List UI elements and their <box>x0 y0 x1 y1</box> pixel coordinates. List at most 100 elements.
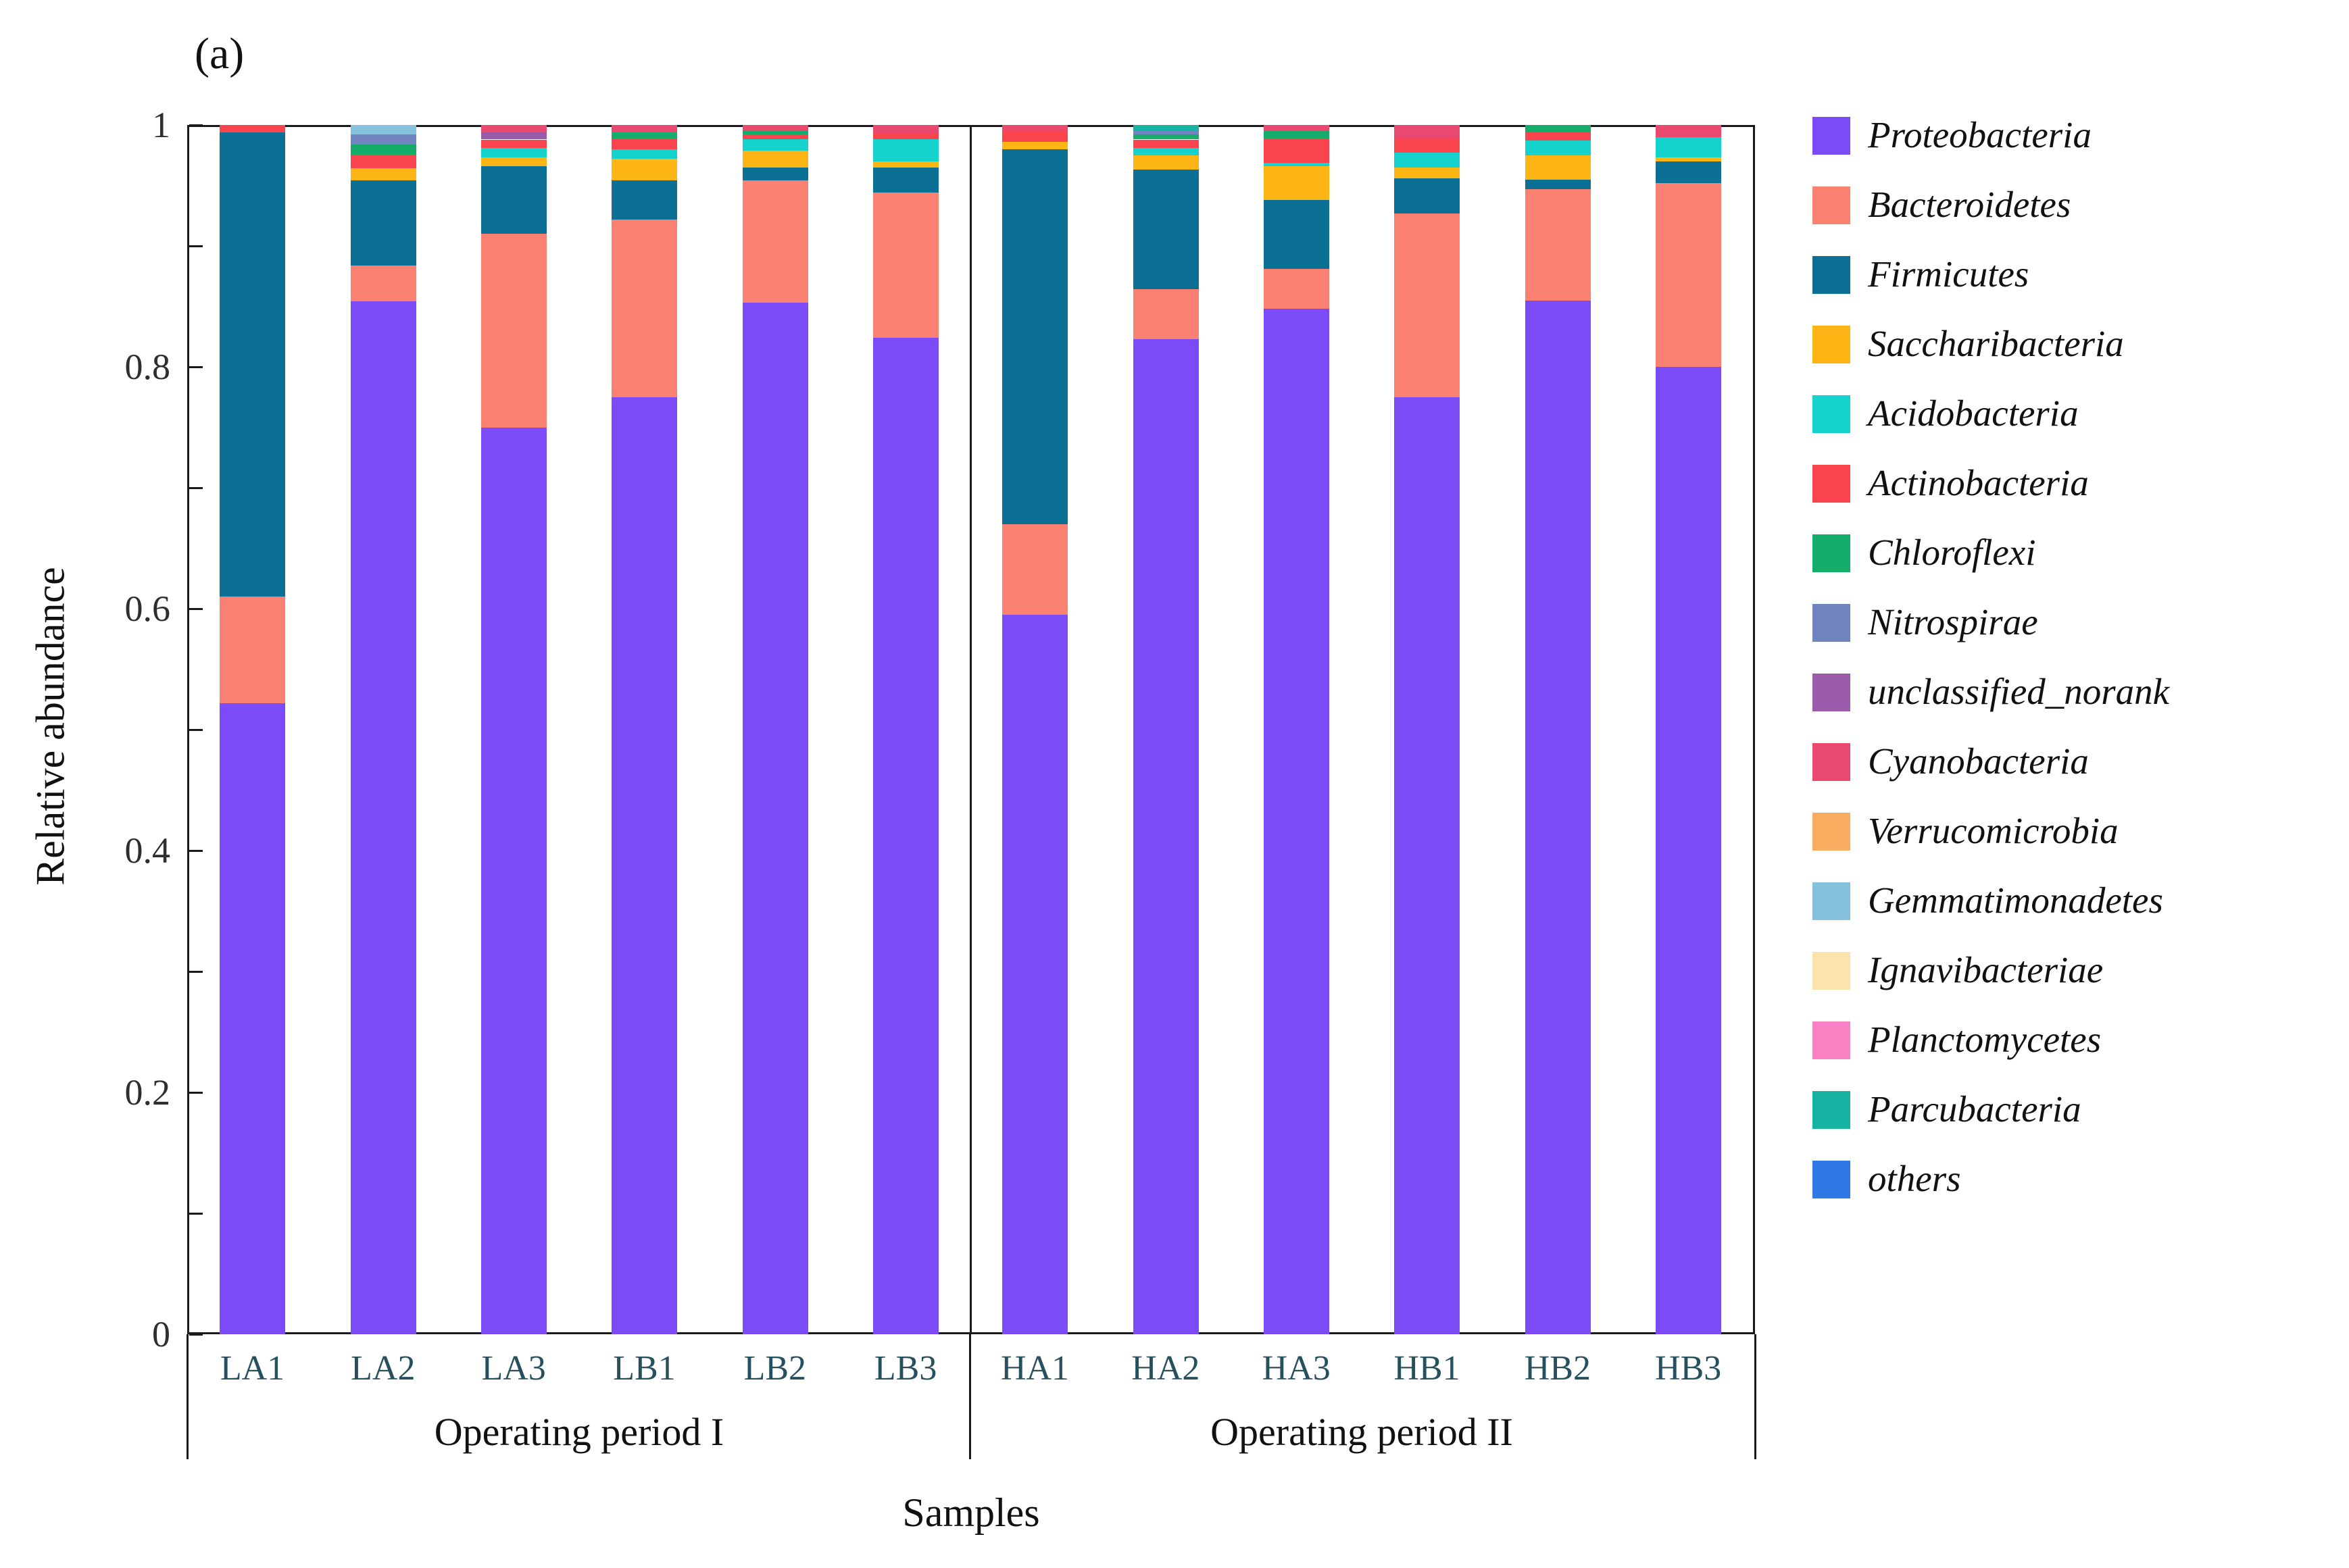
bar-segment-Chloroflexi <box>1525 125 1591 132</box>
y-tick-label: 0.4 <box>124 830 171 871</box>
bar-segment-Bacteroidetes <box>480 234 547 428</box>
legend-label: Ignavibacteriae <box>1868 949 2104 990</box>
bar-HA3 <box>1263 125 1329 1334</box>
bar-segment-Actinobacteria <box>1002 130 1068 143</box>
bar-segment-Cyanobacteria <box>1263 125 1329 131</box>
bar-segment-Cyanobacteria <box>742 125 808 131</box>
bar-segment-Firmicutes <box>1525 179 1591 189</box>
bar-LB3 <box>872 125 939 1334</box>
bar-segment-Proteobacteria <box>1133 338 1199 1334</box>
bar-segment-Chloroflexi <box>1263 130 1329 138</box>
y-minor-tick <box>189 728 203 731</box>
bar-segment-unclassified_norank <box>480 132 547 140</box>
x-tick-label-LA2: LA2 <box>351 1349 416 1388</box>
group-separator-line <box>970 125 972 1334</box>
bar-segment-Saccharibacteria <box>1263 166 1329 200</box>
bar-segment-Bacteroidetes <box>612 219 678 397</box>
bar-segment-Cyanobacteria <box>612 125 678 132</box>
bar-segment-Firmicutes <box>1263 200 1329 270</box>
legend-label: Gemmatimonadetes <box>1868 880 2163 921</box>
bar-segment-Actinobacteria <box>1394 138 1460 153</box>
bar-segment-Bacteroidetes <box>1525 188 1591 301</box>
bar-segment-Bacteroidetes <box>1263 269 1329 309</box>
bar-segment-Actinobacteria <box>1525 132 1591 141</box>
bar-segment-Nitrospirae <box>350 134 416 145</box>
legend-label: Planctomycetes <box>1868 1019 2102 1060</box>
x-tick-label-LA1: LA1 <box>220 1349 285 1388</box>
bar-segment-Saccharibacteria <box>1655 157 1721 161</box>
bar-segment-Bacteroidetes <box>742 180 808 303</box>
bar-segment-Acidobacteria <box>1263 162 1329 166</box>
legend-label: Saccharibacteria <box>1868 323 2124 364</box>
legend-swatch <box>1812 117 1850 155</box>
x-tick-label-LB3: LB3 <box>874 1349 937 1388</box>
x-tick-label-HA2: HA2 <box>1131 1349 1200 1388</box>
y-axis-title: Relative abundance <box>28 567 73 886</box>
bar-LA3 <box>480 125 547 1334</box>
legend-label: Actinobacteria <box>1868 462 2089 503</box>
legend-swatch <box>1812 674 1850 711</box>
legend-swatch <box>1812 534 1850 572</box>
bar-HB2 <box>1525 125 1591 1334</box>
legend-label: Acidobacteria <box>1868 393 2079 434</box>
bar-segment-Gemmatimonadetes <box>350 125 416 135</box>
bar-segment-Actinobacteria <box>872 133 939 140</box>
bar-segment-Firmicutes <box>1655 161 1721 183</box>
bar-segment-Actinobacteria <box>1263 138 1329 163</box>
legend-label: Proteobacteria <box>1868 114 2092 155</box>
group-label-2: Operating period II <box>1210 1410 1513 1454</box>
y-minor-tick <box>189 245 203 247</box>
bar-segment-Proteobacteria <box>1525 300 1591 1334</box>
bar-segment-Acidobacteria <box>1133 148 1199 155</box>
y-tick-label: 0.6 <box>124 588 171 629</box>
legend-swatch <box>1812 326 1850 363</box>
legend-swatch <box>1812 1091 1850 1129</box>
bar-segment-Saccharibacteria <box>742 150 808 168</box>
group-bracket-line <box>968 1334 971 1459</box>
bar-segment-Cyanobacteria <box>1002 125 1068 131</box>
bar-segment-Actinobacteria <box>612 138 678 149</box>
group-bracket-line <box>1754 1334 1756 1459</box>
y-minor-tick <box>189 486 203 489</box>
y-tick-label: 1 <box>152 105 170 145</box>
legend-swatch <box>1812 256 1850 294</box>
bar-HA1 <box>1002 125 1068 1334</box>
bar-segment-Acidobacteria <box>1525 141 1591 155</box>
legend-label: Nitrospirae <box>1868 601 2038 642</box>
legend-label: others <box>1868 1158 1961 1199</box>
bar-LA2 <box>350 125 416 1334</box>
legend-label: Chloroflexi <box>1868 532 2036 573</box>
bar-segment-Proteobacteria <box>742 303 808 1334</box>
bar-segment-Acidobacteria <box>742 139 808 151</box>
bar-segment-Acidobacteria <box>1394 153 1460 168</box>
legend-swatch <box>1812 604 1850 642</box>
bar-segment-Saccharibacteria <box>612 159 678 181</box>
bar-segment-Proteobacteria <box>1002 614 1068 1334</box>
x-tick-label-LB1: LB1 <box>613 1349 676 1388</box>
bar-segment-Bacteroidetes <box>1394 213 1460 397</box>
bar-segment-Chloroflexi <box>350 144 416 155</box>
x-tick-label-HB2: HB2 <box>1524 1349 1591 1388</box>
group-label-1: Operating period I <box>434 1410 724 1454</box>
bar-segment-Bacteroidetes <box>872 193 939 338</box>
bar-segment-Firmicutes <box>480 166 547 234</box>
legend-swatch <box>1812 1021 1850 1059</box>
panel-label: (a) <box>195 29 245 78</box>
legend-label: Cyanobacteria <box>1868 740 2089 782</box>
y-tick <box>189 1091 203 1094</box>
legend-label: Parcubacteria <box>1868 1088 2081 1130</box>
bar-segment-Saccharibacteria <box>350 168 416 181</box>
bar-segment-Firmicutes <box>1002 149 1068 524</box>
x-tick-label-HA3: HA3 <box>1262 1349 1331 1388</box>
bar-segment-Saccharibacteria <box>1525 155 1591 180</box>
bar-segment-Firmicutes <box>742 167 808 181</box>
x-tick-label-LA3: LA3 <box>481 1349 546 1388</box>
x-axis-title: Samples <box>902 1490 1040 1535</box>
bar-segment-Bacteroidetes <box>350 265 416 302</box>
legend-label: Bacteroidetes <box>1868 184 2071 225</box>
legend-label: unclassified_norank <box>1868 671 2170 712</box>
y-tick-label: 0 <box>152 1314 170 1355</box>
y-tick <box>189 124 203 126</box>
bar-segment-Acidobacteria <box>1655 136 1721 158</box>
